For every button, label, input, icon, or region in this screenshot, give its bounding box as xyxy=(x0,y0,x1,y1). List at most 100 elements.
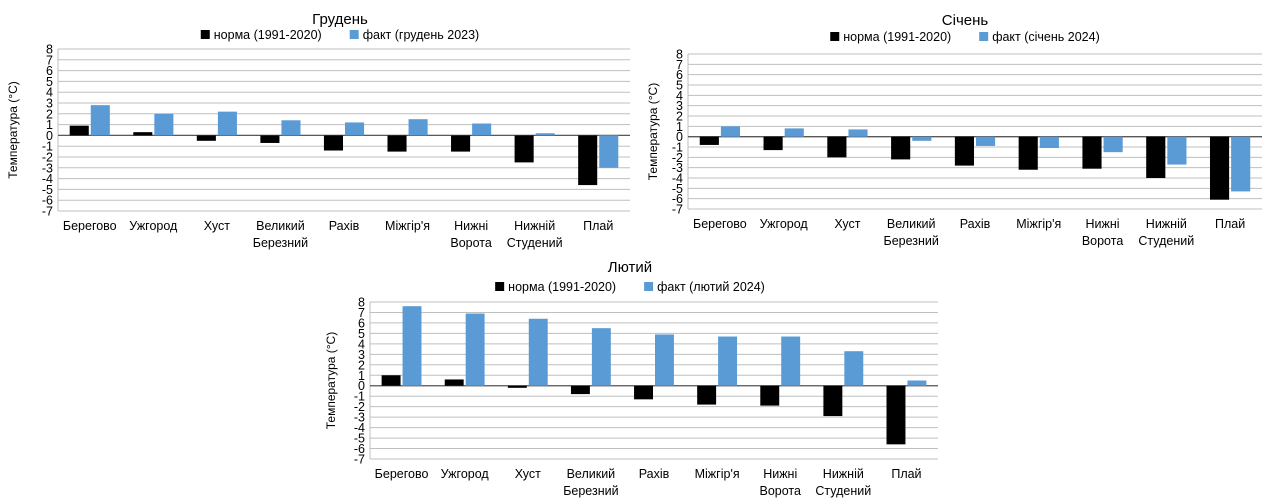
bar-norm xyxy=(323,135,343,151)
bar-norm xyxy=(196,135,216,141)
y-tick-label: 1 xyxy=(46,118,53,132)
y-tick-label: 5 xyxy=(46,75,53,89)
y-tick-label: 5 xyxy=(676,79,683,93)
category-label: Великий xyxy=(887,217,936,231)
category-label: Студений xyxy=(507,236,563,250)
category-label: Студений xyxy=(1138,234,1194,248)
bars xyxy=(69,105,619,186)
category-label: Березний xyxy=(563,484,618,498)
bar-norm xyxy=(570,385,590,395)
y-tick-label: -6 xyxy=(42,194,53,208)
y-tick-label: 3 xyxy=(46,97,53,111)
legend-label: факт (лютий 2024) xyxy=(657,280,765,294)
y-tick-label: 4 xyxy=(46,86,53,100)
y-tick-label: -5 xyxy=(42,183,53,197)
bar-fact xyxy=(1039,136,1059,149)
y-tick-label: -4 xyxy=(42,172,53,186)
y-axis-label: Температура (°C) xyxy=(6,81,20,178)
legend: норма (1991-2020) факт (січень 2024) xyxy=(830,30,1100,44)
bar-norm xyxy=(827,136,847,158)
y-tick-label: 1 xyxy=(358,369,365,383)
bars xyxy=(381,306,927,445)
bar-fact xyxy=(784,128,804,137)
bar-norm xyxy=(133,132,153,136)
bar-norm xyxy=(954,136,974,166)
gridlines xyxy=(58,48,630,212)
bar-norm xyxy=(69,125,89,136)
category-label: Нижній xyxy=(1146,217,1187,231)
category-label: Рахів xyxy=(329,219,360,233)
x-axis-categories: Берегово Ужгород Хуст Великий Березний Рахів М… xyxy=(63,219,613,250)
bar-fact xyxy=(472,123,492,136)
bar-fact xyxy=(402,306,422,386)
category-label: Ворота xyxy=(450,236,492,250)
bar-fact xyxy=(599,135,619,168)
y-tick-label: -4 xyxy=(354,421,365,435)
category-label: Березний xyxy=(884,234,939,248)
category-label: Рахів xyxy=(960,217,991,231)
category-label: Ужгород xyxy=(441,467,490,481)
category-label: Великий xyxy=(256,219,305,233)
category-label: Студений xyxy=(815,484,871,498)
y-axis-label: Температура (°C) xyxy=(324,332,338,429)
bar-norm xyxy=(1082,136,1102,169)
y-tick-label: -7 xyxy=(42,205,53,219)
y-tick-label: 1 xyxy=(676,120,683,134)
y-tick-label: -5 xyxy=(672,182,683,196)
y-tick-label: 8 xyxy=(358,296,365,310)
category-label: Рахів xyxy=(639,467,670,481)
y-tick-label: 6 xyxy=(46,64,53,78)
category-label: Берегово xyxy=(693,217,747,231)
legend-swatch xyxy=(644,282,654,291)
bar-norm xyxy=(891,136,911,160)
bar-fact xyxy=(848,129,868,137)
legend-swatch xyxy=(830,32,840,41)
y-tick-label: -5 xyxy=(354,432,365,446)
category-label: Нижній xyxy=(823,467,864,481)
category-label: Міжгір'я xyxy=(695,467,740,481)
category-label: Хуст xyxy=(204,219,230,233)
bar-fact xyxy=(281,120,301,136)
bar-fact xyxy=(90,105,110,136)
bar-fact xyxy=(154,113,174,136)
bar-norm xyxy=(260,135,280,143)
category-label: Міжгір'я xyxy=(1016,217,1061,231)
legend-label: норма (1991-2020) xyxy=(508,280,616,294)
legend-label: норма (1991-2020) xyxy=(843,30,951,44)
y-tick-label: -3 xyxy=(42,161,53,175)
y-tick-label: -4 xyxy=(672,172,683,186)
y-tick-label: -3 xyxy=(672,161,683,175)
y-tick-label: -3 xyxy=(354,411,365,425)
gridlines xyxy=(370,301,938,460)
bar-norm xyxy=(578,135,598,186)
y-tick-label: 2 xyxy=(358,358,365,372)
bar-fact xyxy=(408,119,428,136)
bar-norm xyxy=(1018,136,1038,170)
bar-fact xyxy=(844,351,864,386)
bar-norm xyxy=(760,385,780,406)
bar-fact xyxy=(528,318,548,386)
x-axis-categories: Берегово Ужгород Хуст Великий Березний Рахів М… xyxy=(693,217,1245,248)
bars xyxy=(699,126,1251,200)
y-tick-label: 0 xyxy=(358,379,365,393)
x-axis-categories: Берегово Ужгород Хуст Великий Березний Рахів М… xyxy=(375,467,922,498)
bar-fact xyxy=(1231,136,1251,192)
bar-fact xyxy=(591,328,611,386)
category-label: Нижні xyxy=(763,467,797,481)
y-tick-label: -1 xyxy=(42,140,53,154)
bar-fact xyxy=(907,380,927,386)
category-label: Ужгород xyxy=(760,217,809,231)
legend-swatch xyxy=(495,282,505,291)
y-tick-label: 3 xyxy=(676,99,683,113)
bar-fact xyxy=(976,136,996,146)
y-axis-label: Температура (°C) xyxy=(646,83,660,180)
chart-title: Грудень xyxy=(312,11,368,28)
bar-fact xyxy=(535,133,555,136)
bar-fact xyxy=(1167,136,1187,165)
bar-norm xyxy=(451,135,471,152)
bar-fact xyxy=(720,126,741,137)
